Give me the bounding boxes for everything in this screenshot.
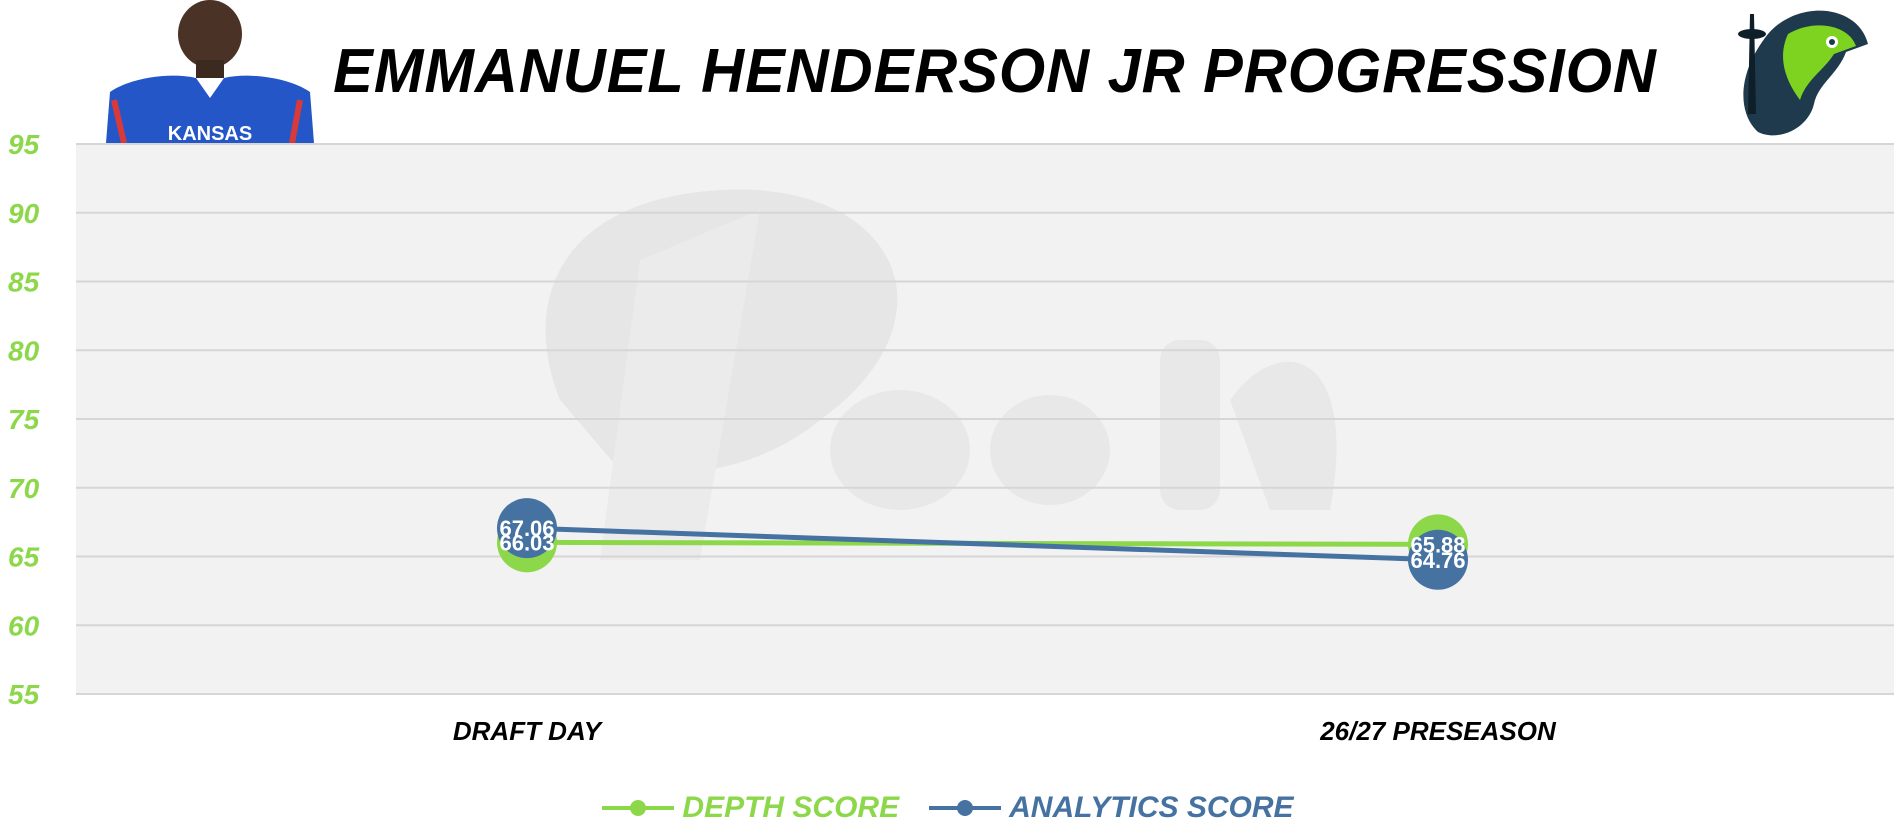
legend-label-depth: DEPTH SCORE: [682, 791, 900, 824]
legend-label-analytics: ANALYTICS SCORE: [1009, 791, 1294, 824]
player-photo: KANSAS: [106, 0, 314, 143]
y-tick-label: 65: [8, 542, 40, 573]
data-label: 67.06: [499, 516, 554, 541]
y-tick-label: 60: [8, 610, 40, 641]
svg-text:KANSAS: KANSAS: [168, 123, 252, 143]
x-tick-label: DRAFT DAY: [453, 716, 604, 746]
x-tick-label: 26/27 PRESEASON: [1319, 716, 1557, 746]
series-line: [526, 525, 1439, 563]
y-tick-label: 95: [8, 129, 40, 160]
depth-watermark-logo: [545, 189, 1337, 560]
legend-marker-analytics: [929, 800, 1002, 816]
data-label: 64.76: [1410, 548, 1465, 573]
legend-item-analytics: ANALYTICS SCORE: [927, 791, 1294, 825]
chart-legend: DEPTH SCORE ANALYTICS SCORE: [0, 788, 1894, 828]
y-tick-label: 90: [8, 198, 40, 229]
chart-title: EMMANUEL HENDERSON JR PROGRESSION: [333, 37, 1657, 106]
y-tick-label: 80: [8, 335, 40, 366]
y-tick-label: 70: [8, 473, 40, 504]
team-logo: [1738, 10, 1868, 136]
data-point: [497, 498, 557, 559]
legend-marker-depth: [602, 800, 675, 816]
legend-item-depth: DEPTH SCORE: [600, 791, 899, 825]
data-point: [1408, 529, 1468, 590]
data-label: 66.03: [499, 530, 554, 555]
y-tick-label: 85: [8, 267, 40, 298]
y-tick-label: 75: [8, 404, 40, 435]
data-label: 65.88: [1410, 532, 1465, 557]
y-tick-label: 55: [8, 679, 40, 710]
